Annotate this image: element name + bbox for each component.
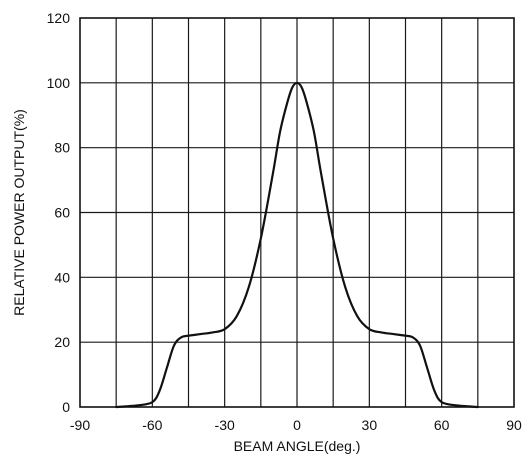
y-tick-label: 100 — [47, 75, 71, 91]
series-line — [115, 81, 479, 409]
y-tick-label: 60 — [54, 205, 70, 221]
x-tick-labels: -90 -60 -30 0 30 60 90 — [70, 417, 522, 433]
y-axis-title: RELATIVE POWER OUTPUT(%) — [11, 109, 27, 316]
y-tick-label: 40 — [54, 269, 70, 285]
x-axis-title: BEAM ANGLE(deg.) — [234, 438, 361, 454]
x-tick-label: 90 — [506, 417, 522, 433]
y-tick-label: 0 — [62, 399, 70, 415]
x-tick-label: 0 — [293, 417, 301, 433]
x-tick-label: 30 — [362, 417, 378, 433]
plot-frame — [79, 17, 515, 408]
x-tick-label: -30 — [215, 417, 235, 433]
y-tick-label: 80 — [54, 140, 70, 156]
x-tick-label: -90 — [70, 417, 90, 433]
grid — [80, 18, 514, 407]
x-tick-label: 60 — [434, 417, 450, 433]
y-tick-labels: 0 20 40 60 80 100 120 — [47, 10, 71, 415]
x-tick-label: -60 — [142, 417, 162, 433]
y-tick-label: 20 — [54, 334, 70, 350]
y-tick-label: 120 — [47, 10, 71, 26]
